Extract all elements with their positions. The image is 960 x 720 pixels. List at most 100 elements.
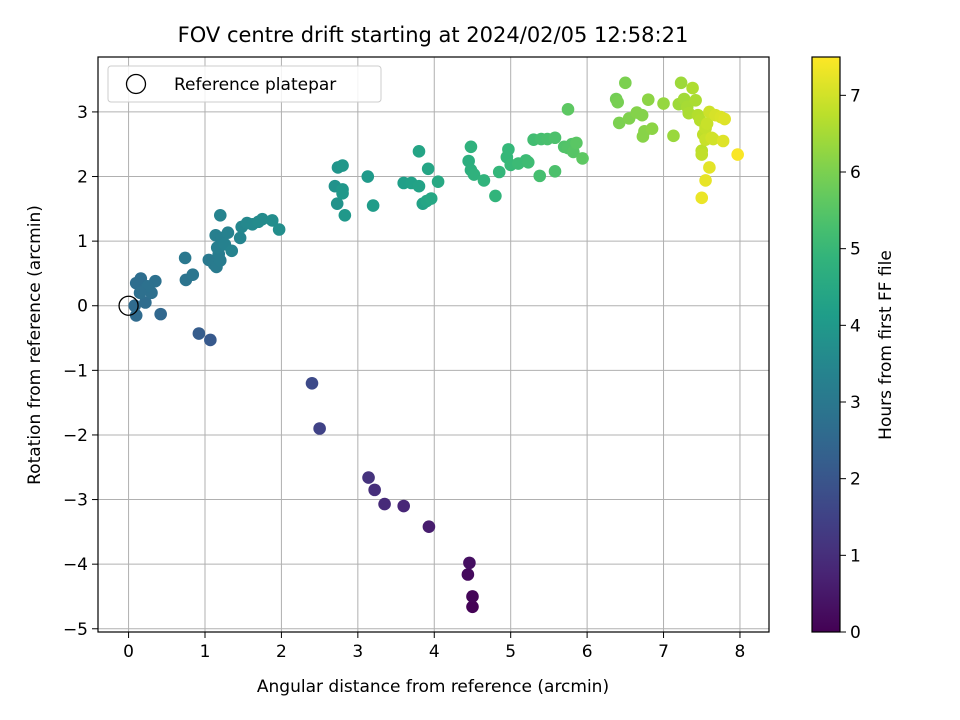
data-point — [129, 309, 143, 322]
data-point — [641, 93, 655, 106]
x-tick-label: 5 — [505, 642, 516, 662]
colorbar-tick-label: 6 — [850, 163, 861, 183]
x-axis-label: Angular distance from reference (arcmin) — [257, 677, 609, 697]
data-point — [186, 268, 200, 282]
reference-marker — [118, 295, 139, 316]
data-point — [265, 214, 279, 227]
x-tick-label: 7 — [658, 642, 669, 662]
data-point — [313, 422, 326, 435]
data-point — [305, 376, 319, 390]
data-point — [338, 208, 352, 222]
data-point — [706, 132, 720, 146]
data-point — [368, 483, 381, 497]
data-point — [154, 307, 167, 321]
colorbar-gradient — [811, 56, 841, 633]
data-point — [502, 143, 515, 156]
data-point — [466, 600, 479, 614]
data-point — [225, 244, 239, 258]
y-tick-label: 1 — [77, 232, 88, 252]
data-point — [695, 148, 709, 161]
x-tick-label: 8 — [735, 642, 746, 662]
data-point — [467, 168, 481, 181]
legend-label: Reference platepar — [174, 75, 336, 95]
data-point — [397, 499, 410, 513]
colorbar-tick-label: 7 — [850, 86, 861, 106]
y-tick-label: −5 — [63, 620, 88, 640]
data-point — [366, 199, 380, 212]
data-point — [489, 189, 502, 203]
y-tick-label: 3 — [77, 103, 88, 123]
x-tick-label: 6 — [582, 642, 593, 662]
x-tick-label: 4 — [429, 642, 440, 662]
data-point — [431, 175, 445, 188]
colorbar-tick-label: 4 — [850, 316, 861, 336]
y-tick-label: −3 — [63, 491, 88, 511]
data-point — [424, 192, 438, 205]
data-point — [128, 299, 141, 313]
plot-frame — [97, 56, 770, 633]
data-point — [178, 251, 192, 265]
data-point — [570, 136, 583, 150]
data-point — [412, 179, 426, 193]
grid-layer — [98, 57, 769, 632]
x-tick-label: 0 — [123, 642, 134, 662]
data-point — [619, 76, 632, 90]
data-point — [667, 129, 680, 143]
colorbar-tick-label: 2 — [850, 470, 861, 490]
data-point — [548, 165, 562, 178]
y-tick-label: 2 — [77, 168, 88, 188]
colorbar-label: Hours from first FF file — [876, 250, 896, 440]
y-tick-label: −2 — [63, 426, 88, 446]
data-point — [421, 162, 435, 176]
data-point — [412, 145, 426, 158]
data-point — [533, 169, 547, 183]
data-point — [133, 286, 147, 300]
data-point — [464, 140, 478, 154]
data-point — [139, 296, 152, 309]
colorbar-tick-label: 3 — [850, 393, 861, 413]
data-point — [336, 159, 349, 172]
chart-title: FOV centre drift starting at 2024/02/05 … — [178, 23, 689, 47]
data-point — [674, 76, 688, 90]
legend-marker-open-circle — [125, 73, 147, 95]
y-axis-label: Rotation from reference (arcmin) — [25, 205, 45, 485]
data-point — [689, 93, 702, 107]
x-tick-label: 2 — [276, 642, 287, 662]
data-point — [703, 161, 716, 174]
y-tick-label: 0 — [77, 297, 88, 317]
data-point — [213, 208, 227, 222]
data-point — [492, 165, 506, 179]
data-point — [612, 116, 626, 130]
data-point — [716, 134, 730, 148]
data-point — [695, 191, 709, 205]
data-point — [272, 223, 286, 236]
x-tick-label: 1 — [200, 642, 211, 662]
y-tick-label: −1 — [63, 361, 88, 381]
legend: Reference platepar — [107, 65, 382, 103]
ticks-layer: 0 1 2 3 4 5 6 7 8 −5 −4 −3 −2 −1 0 1 2 3 — [63, 103, 745, 662]
data-point — [700, 117, 714, 130]
data-point — [477, 174, 491, 187]
data-point — [686, 81, 699, 95]
legend-box — [107, 65, 382, 103]
colorbar-tick-label: 1 — [850, 546, 861, 566]
data-point — [378, 497, 391, 511]
data-point — [204, 333, 217, 347]
x-tick-label: 3 — [352, 642, 363, 662]
data-point — [330, 197, 344, 210]
data-point — [192, 327, 206, 340]
y-tick-label: −4 — [63, 555, 88, 575]
data-point — [463, 556, 476, 570]
data-point — [521, 156, 535, 169]
data-point — [548, 131, 562, 145]
colorbar: 0 1 2 3 4 5 6 7 — [811, 56, 861, 643]
data-point — [422, 520, 436, 533]
data-point — [657, 97, 670, 110]
data-point — [336, 187, 349, 200]
data-point — [731, 148, 744, 161]
data-point — [718, 112, 731, 126]
data-point — [461, 568, 475, 581]
points-layer — [118, 76, 744, 614]
